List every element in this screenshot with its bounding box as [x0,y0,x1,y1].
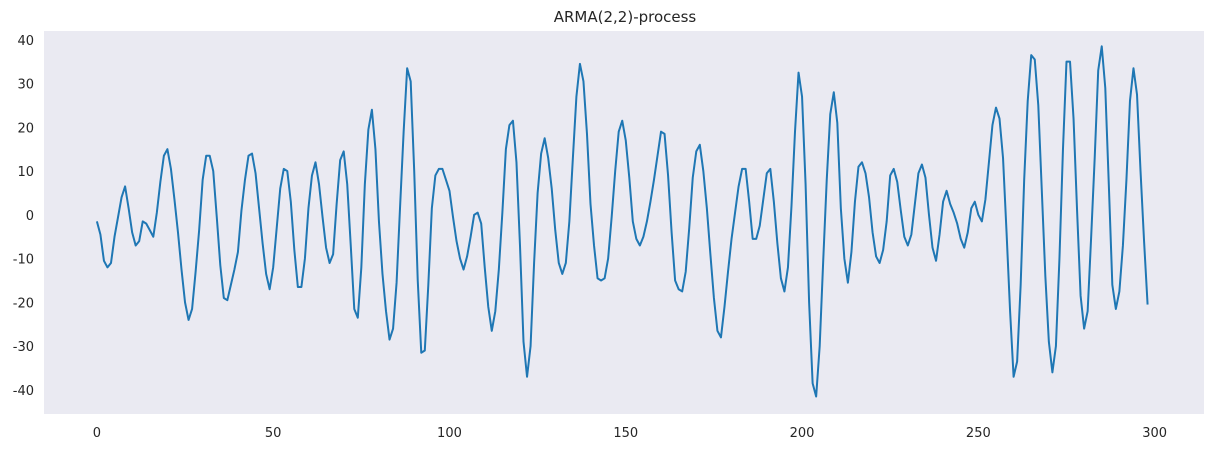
x-tick-label: 250 [966,426,991,441]
x-tick-label: 300 [1142,426,1167,441]
x-tick-label: 0 [93,426,101,441]
y-tick-label: 0 [26,209,34,224]
y-tick-label: -40 [13,384,34,399]
y-tick-label: 10 [17,165,34,180]
plot-area [44,31,1204,414]
x-tick-label: 150 [613,426,638,441]
y-tick-label: -30 [13,340,34,355]
y-tick-label: -10 [13,253,34,268]
y-tick-label: 30 [17,78,34,93]
y-tick-label: 40 [17,34,34,49]
x-tick-label: 50 [265,426,282,441]
x-tick-label: 200 [790,426,815,441]
y-axis-ticks: -40 -30 -20 -10 0 10 20 30 40 [13,34,34,399]
series-line-0 [95,45,1149,398]
y-tick-label: 20 [17,121,34,136]
x-tick-label: 100 [437,426,462,441]
y-tick-label: -20 [13,296,34,311]
chart-title: ARMA(2,2)-process [554,8,697,26]
x-axis-ticks: 0 50 100 150 200 250 300 [93,426,1167,441]
plot-marks [95,45,1149,398]
